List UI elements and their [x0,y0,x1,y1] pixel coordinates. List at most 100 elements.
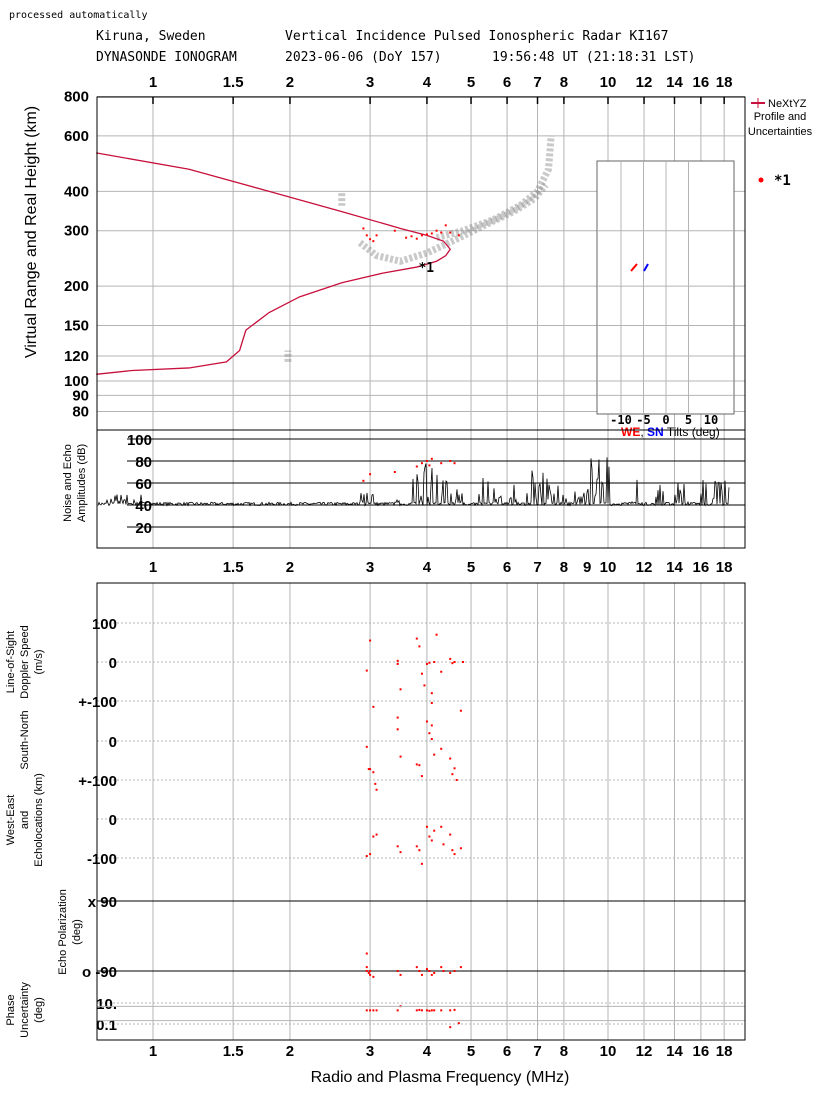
freq-tick-label: 2 [286,74,294,91]
south-north-echo-point [430,738,433,741]
tilt-tick-label: -10 [610,413,632,427]
echo-point [444,224,447,227]
west-east-echo-point [399,851,402,854]
freq-tick-label-mid: 2 [286,559,294,576]
freq-tick-label-bottom: 14 [666,1043,683,1060]
freq-tick-label-mid: 8 [560,559,568,576]
phase-tick-label: 10. [96,996,117,1013]
amplitude-echo-point [415,465,418,468]
doppler-echo-point [440,670,443,673]
polarization-echo-point [440,966,443,969]
echo-point [420,234,423,237]
station-name: Kiruna, Sweden [96,29,206,44]
legend-echo-dot [758,177,764,183]
echo-point [405,236,408,239]
west-east-echo-point [420,862,423,865]
south-north-echo-point [418,764,421,767]
amplitude-tick-label: 40 [135,498,152,515]
instrument-title: Vertical Incidence Pulsed Ionospheric Ra… [285,29,669,44]
west-east-echo-point [451,849,454,852]
doppler-echo-point [449,657,452,660]
doppler-echo-point [423,684,426,687]
freq-tick-label: 4 [423,74,432,91]
echo-point [372,240,375,243]
echo-point [425,233,428,236]
freq-tick-label: 1.5 [223,74,244,91]
doppler-echo-point [453,661,456,663]
processed-label: processed automatically [9,10,148,21]
echo-point [393,229,396,232]
freq-tick-label: 16 [693,74,710,91]
phase-axis-label: Uncertainty [19,982,31,1038]
freq-tick-label-bottom: 12 [636,1043,653,1060]
freq-tick-label: 12 [636,74,653,91]
echo-point [435,229,438,232]
amplitude-echo-point [425,460,428,462]
echo-marker-label: *1 [418,261,434,276]
echo-point [375,234,378,237]
west-east-echo-point [440,825,443,828]
west-east-echo-point [425,825,428,828]
west-east-echo-point [453,853,456,856]
amplitude-axis-label: Noise and Echo [62,444,74,522]
phase-echo-point [449,1009,452,1012]
freq-tick-label-mid: 6 [503,559,511,576]
south-north-echo-point [396,716,399,719]
freq-tick-label-mid: 5 [467,559,475,576]
doppler-axis-label: Doppler Speed [19,625,31,698]
polarization-echo-point [369,970,372,973]
tilt-tick-label: -5 [636,413,650,427]
height-tick-label: 150 [64,318,89,335]
height-tick-label: 300 [64,223,89,240]
amplitude-echo-point [449,460,452,462]
south-north-echo-point [425,720,428,723]
south-north-echo-point [420,775,423,778]
phase-echo-point [420,1009,423,1012]
west-east-echo-point [442,843,445,846]
freq-tick-label: 10 [600,74,617,91]
amplitude-echo-point [362,479,365,482]
freq-tick-label-bottom: 3 [366,1043,374,1060]
echo-trace [435,135,555,242]
phase-echo-point [415,1009,418,1012]
freq-tick-label-mid: 18 [716,559,733,576]
polarization-echo-point [369,973,372,976]
legend-profile-title: NeXtYZ [768,98,807,110]
polarization-echo-point [442,970,445,973]
south-north-echo-point [372,771,375,774]
echo-point [430,232,433,235]
south-north-tick-label: 0 [109,734,117,751]
polarization-echo-point [449,971,452,974]
frequency-axis-label: Radio and Plasma Frequency (MHz) [311,1069,570,1086]
phase-echo-point [433,1009,436,1012]
phase-echo-point [369,1009,372,1012]
south-north-echo-point [415,763,418,766]
freq-tick-label-mid: 7 [533,559,541,576]
doppler-echo-point [399,688,402,691]
polarization-axis-label: (deg) [71,919,83,945]
west-east-tick-label: 0 [109,812,117,829]
west-east-echo-point [365,855,368,858]
polarization-axis-label: Echo Polarization [57,889,69,975]
doppler-axis-label: (m/s) [33,649,45,674]
west-east-echo-point [369,853,372,856]
phase-axis-label: Phase [5,994,17,1025]
freq-tick-label-mid: 16 [693,559,710,576]
freq-tick-label-bottom: 1 [149,1043,157,1060]
south-north-echo-point [396,728,399,731]
echo-point [410,235,413,238]
west-east-axis-label: West-East [5,795,17,846]
phase-echo-point [425,1009,428,1012]
noise-amplitude-trace [97,457,730,507]
freq-tick-label: 1 [149,74,157,91]
amplitude-echo-point [440,462,443,465]
phase-echo-point [375,1009,378,1012]
freq-tick-label: 7 [533,74,541,91]
date-label: 2023-06-06 (DoY 157) [285,50,442,65]
phase-echo-point [418,1008,421,1011]
amplitude-echo-point [393,471,396,473]
echo-point [365,234,368,237]
height-tick-label: 800 [64,89,89,106]
tilt-legend: WE, SN Tilts (deg) [621,425,720,439]
doppler-echo-point [451,662,454,665]
